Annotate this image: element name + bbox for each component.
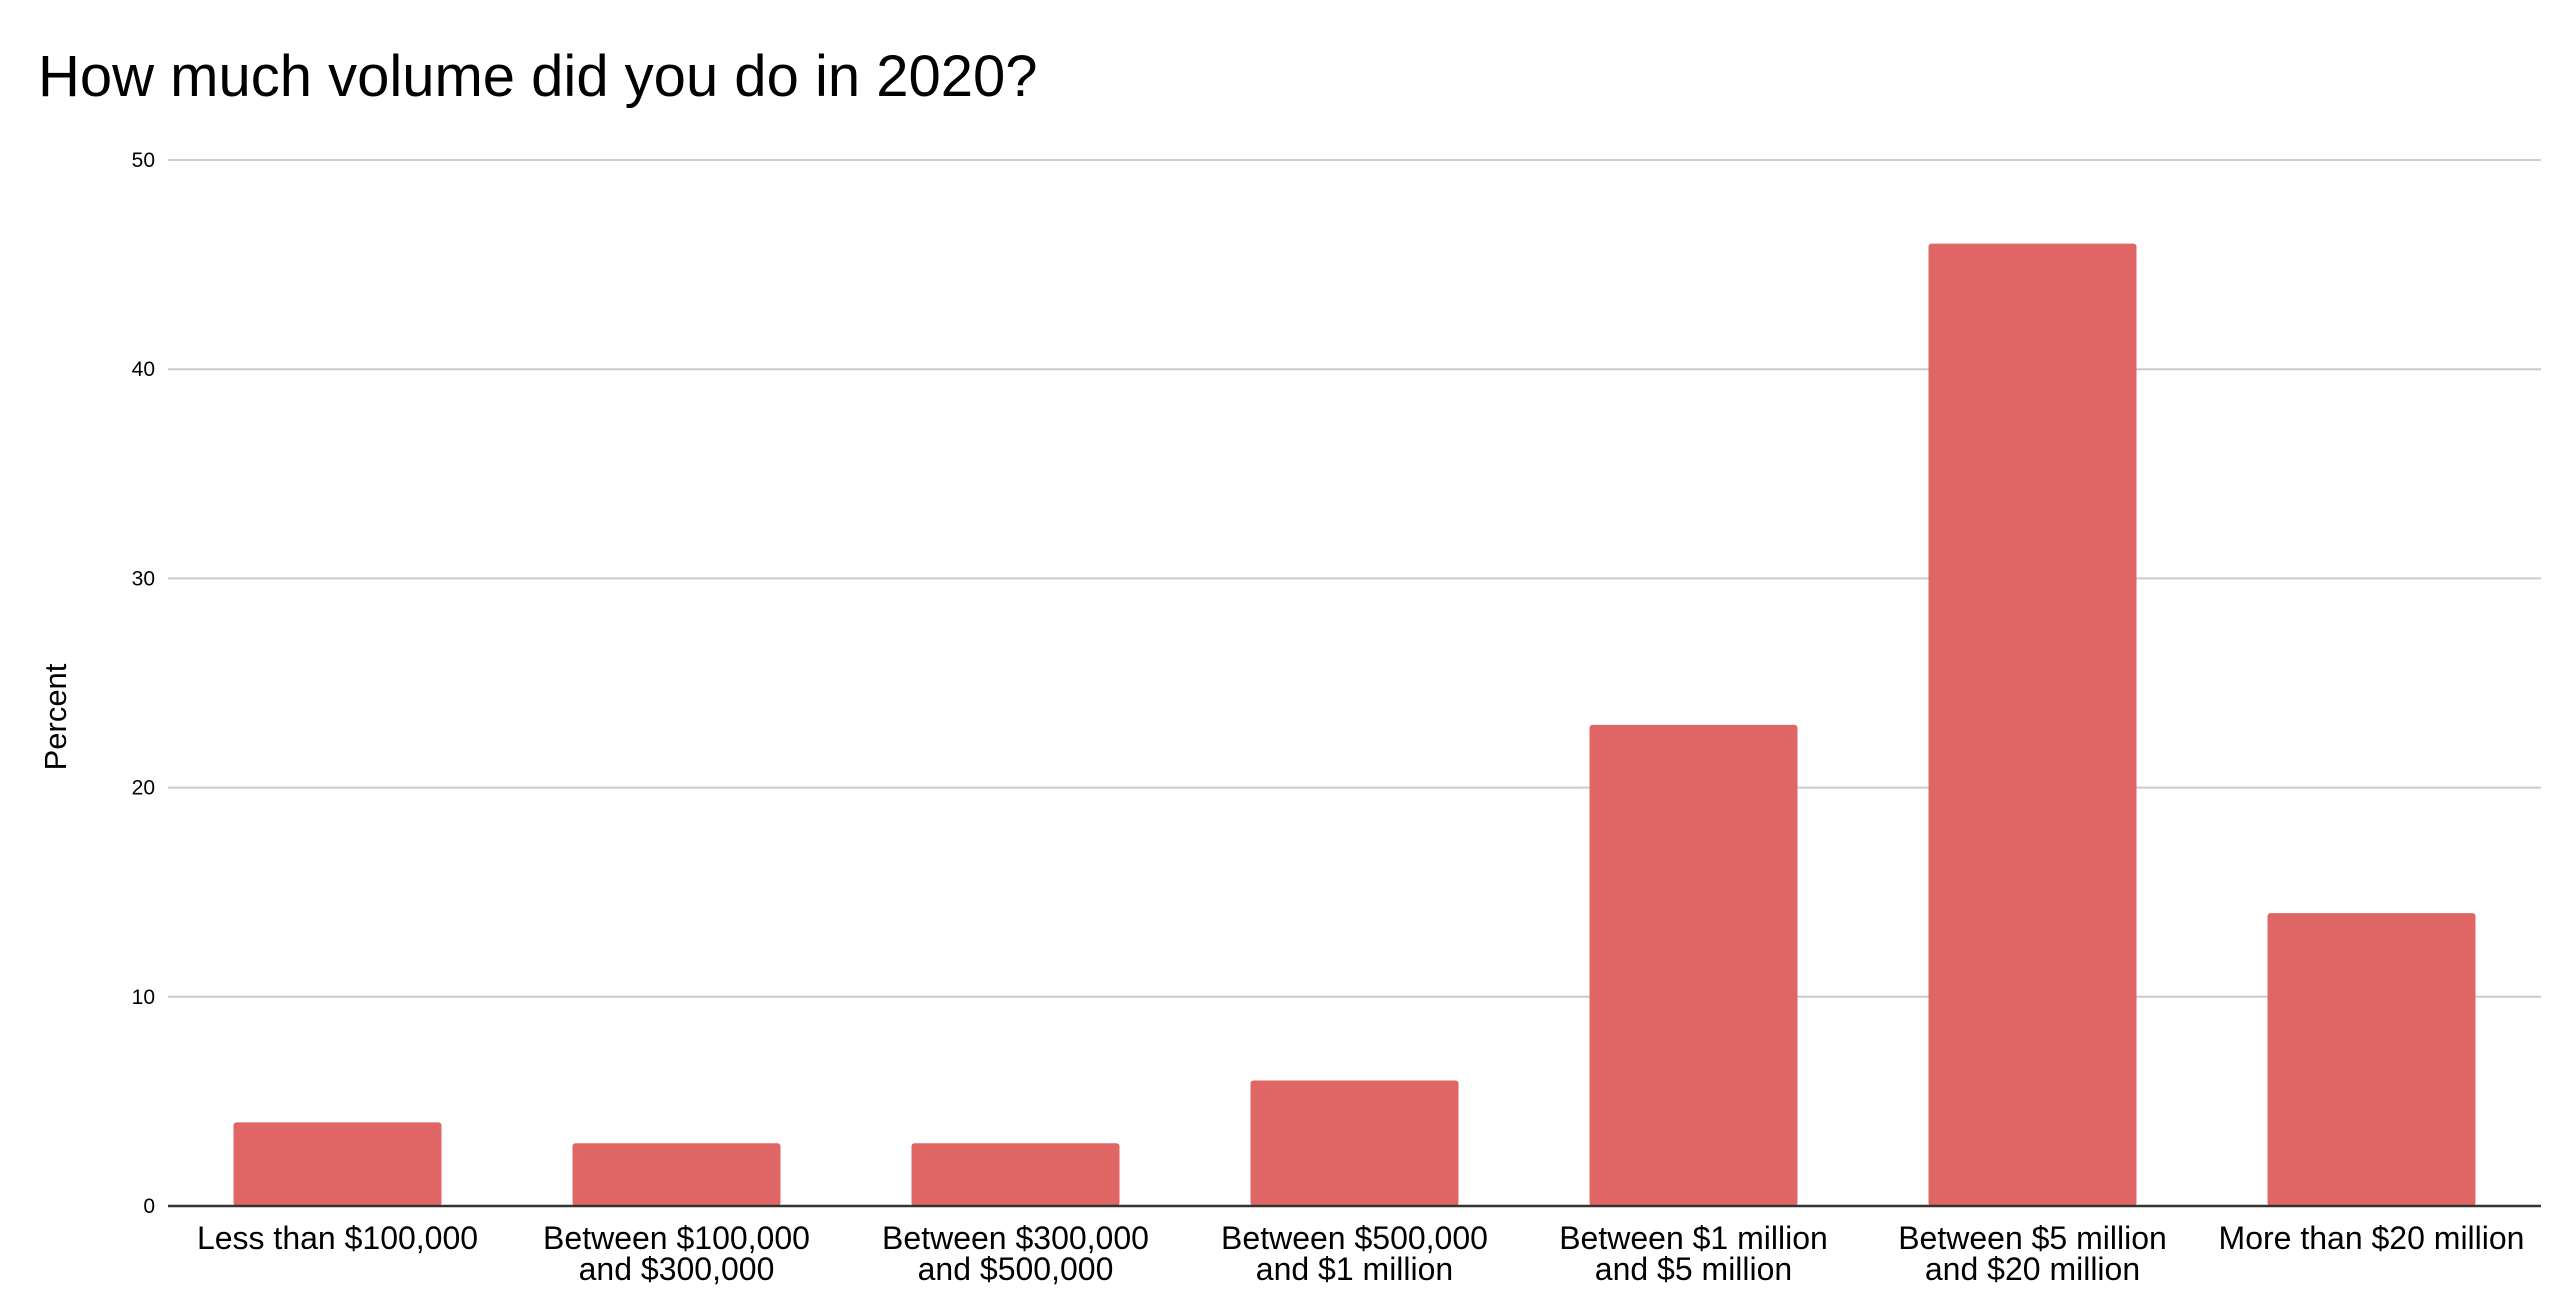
x-tick-label-line: and $1 million <box>1256 1251 1453 1287</box>
bars <box>233 243 2476 1206</box>
x-tick-label-line: and $20 million <box>1925 1251 2140 1287</box>
bar <box>233 1122 442 1206</box>
x-tick-label: Between $1 million and $5 million <box>1559 1220 1828 1287</box>
bar <box>1928 243 2137 1206</box>
x-tick-label-line: More than $20 million <box>2219 1220 2525 1256</box>
x-tick-label-line: Between $100,000 <box>543 1220 810 1256</box>
x-tick-label-line: Between $5 million <box>1898 1220 2167 1256</box>
x-tick-label-line: and $300,000 <box>579 1251 775 1287</box>
y-tick-label: 30 <box>132 567 155 590</box>
bar <box>2267 913 2476 1206</box>
bar <box>1589 724 1798 1206</box>
x-tick-label-line: Less than $100,000 <box>197 1220 478 1256</box>
bar <box>911 1143 1120 1206</box>
chart-title: How much volume did you do in 2020? <box>38 44 1037 109</box>
bar <box>1250 1080 1459 1206</box>
x-tick-labels: Less than $100,000 Between $100,000 and $3… <box>197 1220 2525 1287</box>
y-tick-label: 50 <box>132 149 155 172</box>
x-tick-label: More than $20 million <box>2219 1220 2525 1256</box>
x-tick-label: Between $500,000 and $1 million <box>1221 1220 1488 1287</box>
y-tick-label: 20 <box>132 777 155 800</box>
y-tick-label: 0 <box>143 1195 155 1218</box>
x-tick-label-line: and $5 million <box>1595 1251 1792 1287</box>
x-tick-label-line: Between $1 million <box>1559 1220 1828 1256</box>
y-tick-labels: 0 10 20 30 40 50 <box>132 149 155 1218</box>
x-tick-label-line: and $500,000 <box>918 1251 1114 1287</box>
x-tick-label-line: Between $300,000 <box>882 1220 1149 1256</box>
gridlines <box>168 159 2541 998</box>
bar <box>572 1143 781 1206</box>
y-tick-label: 10 <box>132 986 155 1009</box>
x-tick-label: Between $100,000 and $300,000 <box>543 1220 810 1287</box>
x-tick-label: Between $5 million and $20 million <box>1898 1220 2167 1287</box>
x-tick-label: Less than $100,000 <box>197 1220 478 1256</box>
y-axis-label: Percent <box>38 663 73 770</box>
x-tick-label: Between $300,000 and $500,000 <box>882 1220 1149 1287</box>
y-tick-label: 40 <box>132 358 155 381</box>
x-tick-label-line: Between $500,000 <box>1221 1220 1488 1256</box>
